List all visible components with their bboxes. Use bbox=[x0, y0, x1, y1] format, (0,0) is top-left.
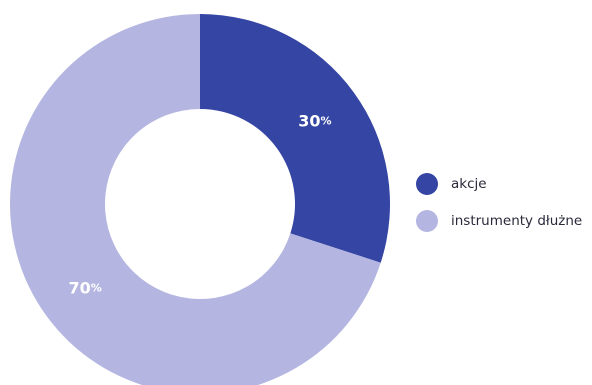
legend-label-instrumenty-dluzne: instrumenty dłużne bbox=[451, 213, 583, 229]
legend-item-instrumenty-dluzne: instrumenty dłużne bbox=[416, 208, 582, 234]
data-label-instrumenty-d-u-ne: 70% bbox=[68, 278, 101, 297]
slices-group bbox=[10, 14, 390, 385]
slice-akcje bbox=[200, 14, 390, 263]
slice-instrumenty-d-u-ne bbox=[10, 14, 381, 385]
slice-labels-group: 30% 70% bbox=[68, 111, 331, 297]
legend: akcje instrumenty dłużne bbox=[416, 171, 582, 245]
legend-item-akcje: akcje bbox=[416, 171, 582, 197]
legend-label-akcje: akcje bbox=[451, 176, 487, 192]
data-label-akcje: 30% bbox=[298, 111, 331, 130]
legend-swatch-akcje bbox=[416, 173, 438, 195]
legend-swatch-instrumenty-dluzne bbox=[416, 210, 438, 232]
